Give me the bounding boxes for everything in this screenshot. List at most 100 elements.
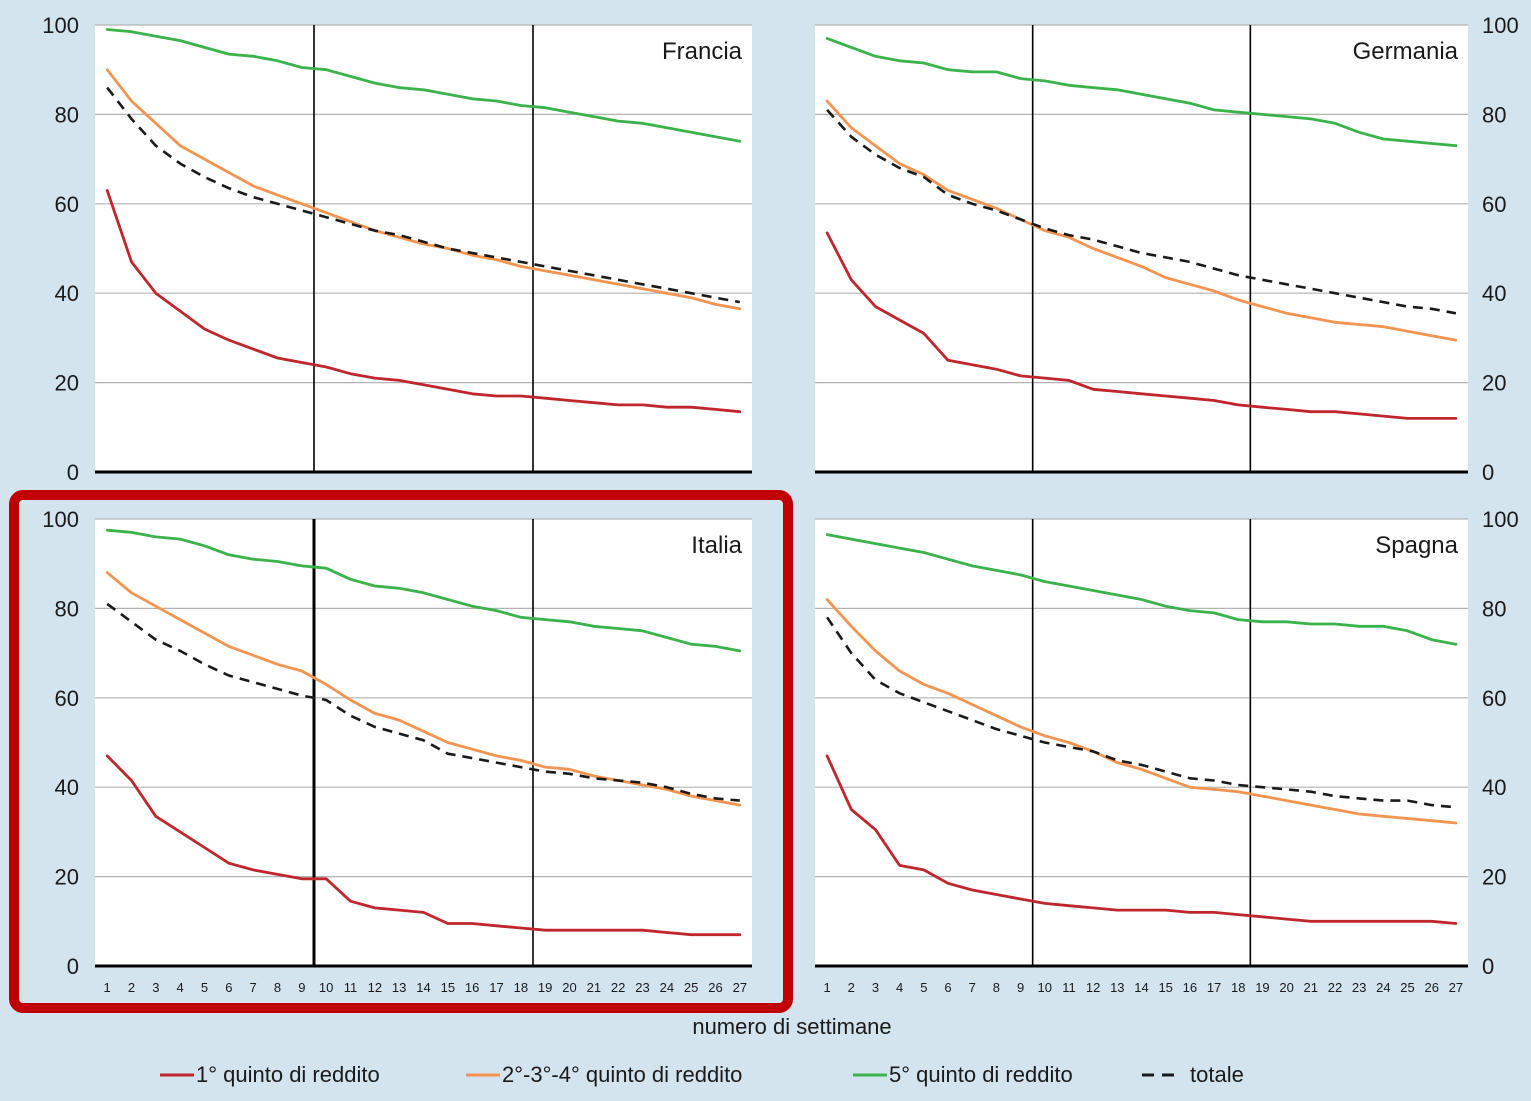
x-tick-label: 26 (1424, 980, 1438, 995)
series-line-totale (826, 109, 1457, 315)
x-tick-label: 22 (611, 980, 625, 995)
x-tick-label: 5 (920, 980, 927, 995)
x-tick-label: 18 (514, 980, 528, 995)
series-line-totale (106, 86, 741, 304)
x-tick-label: 24 (1376, 980, 1390, 995)
x-tick-label: 19 (1255, 980, 1269, 995)
x-tick-label: 9 (1017, 980, 1024, 995)
y-tick-label: 40 (55, 775, 79, 800)
y-tick-label: 80 (1482, 102, 1506, 127)
x-tick-label: 11 (1062, 980, 1076, 995)
panel-francia: 0 20 40 60 80 100 Francia (42, 13, 752, 485)
series-line-q5 (105, 28, 742, 143)
x-tick-label: 2 (848, 980, 855, 995)
y-tick-label: 40 (1482, 775, 1506, 800)
series-line-q1 (105, 754, 742, 937)
y-tick-label: 0 (1482, 460, 1494, 485)
series-line-q5 (825, 37, 1458, 148)
y-tick-label: 0 (67, 954, 79, 979)
x-tick-label: 17 (1207, 980, 1221, 995)
legend: 1° quinto di reddito 2°-3°-4° quinto di r… (160, 1062, 1244, 1087)
x-tick-label: 8 (993, 980, 1000, 995)
highlight-frame (9, 490, 793, 1013)
legend-label-q1: 1° quinto di reddito (196, 1062, 380, 1087)
x-tick-label: 23 (1352, 980, 1366, 995)
series-line-q5 (105, 528, 742, 653)
plot-area (95, 25, 752, 472)
x-tick-label: 9 (298, 980, 305, 995)
plot-area (815, 519, 1468, 966)
x-tick-label: 19 (538, 980, 552, 995)
x-tick-label: 12 (1086, 980, 1100, 995)
x-tick-label: 25 (684, 980, 698, 995)
x-tick-label: 6 (225, 980, 232, 995)
x-tick-label: 4 (896, 980, 903, 995)
x-tick-label: 13 (1110, 980, 1124, 995)
y-tick-label: 100 (1482, 13, 1519, 38)
series-line-q234 (825, 598, 1458, 825)
panel-title: Italia (691, 532, 742, 559)
x-tick-label: 20 (1279, 980, 1293, 995)
x-tick-label: 24 (660, 980, 674, 995)
x-tick-label: 11 (344, 980, 358, 995)
y-tick-label: 60 (55, 686, 79, 711)
x-tick-label: 3 (152, 980, 159, 995)
x-tick-label: 27 (733, 980, 747, 995)
x-tick-label: 23 (635, 980, 649, 995)
legend-label-q5: 5° quinto di reddito (889, 1062, 1073, 1087)
y-tick-label: 100 (1482, 507, 1519, 532)
series-line-q234 (105, 68, 742, 311)
x-tick-label: 7 (969, 980, 976, 995)
legend-label-totale: totale (1190, 1062, 1244, 1087)
y-tick-label: 80 (55, 596, 79, 621)
x-axis-label: numero di settimane (692, 1014, 891, 1039)
x-tick-label: 15 (1158, 980, 1172, 995)
y-tick-label: 100 (42, 507, 79, 532)
x-tick-label: 4 (177, 980, 184, 995)
y-tick-label: 20 (55, 371, 79, 396)
x-tick-label: 10 (319, 980, 333, 995)
x-tick-label: 10 (1038, 980, 1052, 995)
x-tick-label: 14 (1134, 980, 1148, 995)
y-tick-label: 20 (1482, 371, 1506, 396)
x-tick-label: 16 (1183, 980, 1197, 995)
y-tick-label: 60 (1482, 192, 1506, 217)
panel-title: Spagna (1375, 532, 1458, 559)
x-tick-label: 14 (416, 980, 430, 995)
y-tick-label: 20 (1482, 865, 1506, 890)
plot-area (95, 519, 752, 966)
y-tick-label: 0 (1482, 954, 1494, 979)
x-tick-label: 16 (465, 980, 479, 995)
x-tick-label: 25 (1400, 980, 1414, 995)
y-tick-label: 20 (55, 865, 79, 890)
series-line-q1 (825, 754, 1458, 925)
plot-area (815, 25, 1468, 472)
y-tick-label: 100 (42, 13, 79, 38)
series-line-q1 (825, 231, 1458, 420)
x-tick-label: 1 (823, 980, 830, 995)
y-tick-label: 80 (55, 102, 79, 127)
x-tick-label: 27 (1449, 980, 1463, 995)
series-line-q234 (105, 571, 742, 807)
x-tick-label: 12 (368, 980, 382, 995)
panel-germania: 0 20 40 60 80 100 Germania (815, 13, 1519, 485)
series-line-totale (106, 602, 740, 802)
x-tick-label: 15 (441, 980, 455, 995)
y-tick-label: 60 (55, 192, 79, 217)
x-tick-label: 18 (1231, 980, 1245, 995)
panel-title: Francia (662, 38, 743, 65)
y-tick-label: 40 (1482, 281, 1506, 306)
x-tick-label: 17 (489, 980, 503, 995)
x-tick-label: 20 (562, 980, 576, 995)
series-line-q234 (825, 99, 1458, 342)
x-tick-label: 13 (392, 980, 406, 995)
legend-label-q234: 2°-3°-4° quinto di reddito (502, 1062, 742, 1087)
series-line-q5 (825, 533, 1458, 646)
x-tick-label: 26 (708, 980, 722, 995)
x-tick-label: 6 (944, 980, 951, 995)
x-tick-label: 22 (1328, 980, 1342, 995)
series-line-q1 (105, 188, 742, 414)
